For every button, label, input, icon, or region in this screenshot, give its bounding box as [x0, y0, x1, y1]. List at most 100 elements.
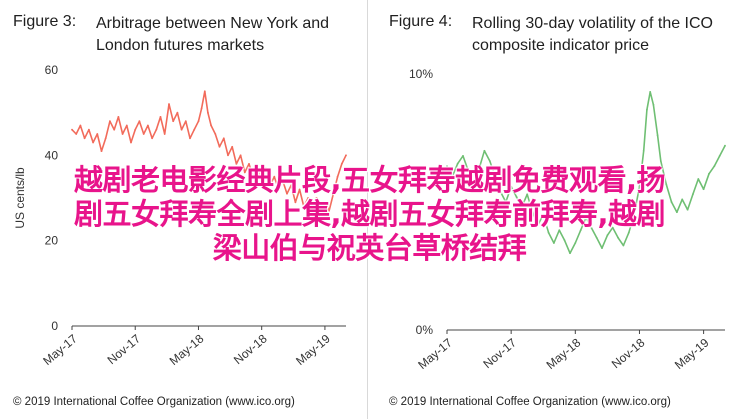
figure-4-x-tick-label: May-18 [544, 335, 584, 372]
figure-3-data-point [218, 145, 221, 148]
figure-3-data-point [184, 120, 187, 123]
figure-3-data-point [151, 137, 154, 140]
figure-3-data-point [332, 192, 335, 195]
figure-4-data-point [574, 242, 577, 244]
figure-3-data-point [260, 180, 263, 182]
figure-3-data-point [159, 116, 162, 118]
figure-3-data-point [207, 111, 209, 114]
figure-4-data-point [542, 213, 545, 216]
figure-3-data-point [227, 154, 229, 157]
figure-3-data-point [121, 133, 124, 135]
figure-3-data-point [222, 137, 225, 140]
figure-4-label: Figure 4: [389, 13, 453, 30]
figure-3-data-point [328, 209, 330, 212]
figure-3-title-line-2: London futures markets [96, 37, 265, 54]
figure-3-data-point [109, 120, 111, 123]
figure-3-data-point [117, 116, 120, 118]
figure-3-data-point [256, 167, 259, 170]
figure-4-series-line [446, 91, 726, 254]
figure-3-data-point [134, 128, 137, 131]
figure-4-data-point [478, 167, 480, 170]
figure-4-chart: 0% 10% May-17 Nov-17 May-18 Nov-18 May-19 [409, 67, 726, 372]
figure-3-data-point [88, 128, 90, 131]
figure-3-data-point [277, 188, 280, 191]
figure-3-data-point [248, 163, 250, 165]
figure-4-data-point [702, 188, 705, 191]
figure-3-data-point [130, 141, 132, 144]
figure-3-data-point [83, 137, 86, 140]
figure-4-data-point [606, 234, 609, 237]
figure-4-data-point [724, 144, 726, 147]
figure-3-data-point [100, 150, 103, 153]
figure-3-data-point [75, 133, 78, 135]
figure-3-x-tick-label: May-19 [293, 331, 333, 368]
figure-3-data-point [302, 205, 305, 208]
figure-3-data-point [315, 197, 318, 199]
figure-4-y-tick-label: 10% [409, 67, 433, 81]
figure-3-data-point [176, 111, 179, 114]
figure-3-data-point [193, 128, 196, 131]
figure-3-x-tick-label: Nov-17 [105, 331, 144, 367]
figure-3-copyright: © 2019 International Coffee Organization… [13, 396, 295, 408]
figure-3-data-point [200, 107, 203, 110]
figure-3-data-point [163, 133, 166, 135]
figure-3-data-point [319, 214, 322, 217]
figure-4-data-point [590, 226, 593, 229]
figure-3-data-point [243, 171, 246, 174]
figure-3-data-point [172, 120, 175, 123]
figure-3-y-tick-label: 20 [45, 234, 59, 248]
figure-3-title-line-1: Arbitrage between New York and [96, 15, 330, 32]
figure-3-data-point [79, 124, 82, 127]
figure-4-data-point [686, 208, 689, 211]
figure-4-data-point [446, 165, 448, 168]
figure-4-data-point [622, 244, 625, 247]
figure-4-data-point [499, 190, 502, 193]
figure-3-data-point [92, 141, 94, 144]
figure-4-copyright: © 2019 International Coffee Organization… [389, 396, 671, 408]
figure-3-data-point [71, 128, 73, 131]
figure-4-data-point [617, 236, 619, 239]
figure-4-data-point [531, 211, 534, 214]
figure-4-data-point [708, 172, 710, 175]
figure-4-data-point [558, 229, 561, 232]
figure-3-data-point [189, 137, 191, 140]
figure-4-data-point [579, 229, 582, 232]
figure-4-data-point [537, 224, 539, 226]
figure-3-data-point [290, 184, 293, 187]
figure-4-data-point [569, 252, 571, 255]
figure-3-data-point [125, 124, 128, 127]
figure-3-data-point [298, 188, 301, 191]
figure-3-x-tick-label: Nov-18 [231, 331, 270, 367]
figure-3-data-point [147, 124, 149, 127]
figure-3-data-point [336, 175, 339, 178]
figure-4-data-point [510, 185, 513, 188]
figure-3-chart: 0 20 40 60 US cents/lb May-17 Nov-17 May-18 Nov-… [13, 63, 347, 368]
figure-3-data-point [180, 128, 183, 131]
figure-3-data-point [231, 145, 234, 148]
figure-3-data-point [265, 167, 267, 170]
figure-4-data-point [595, 236, 598, 239]
figure-4-data-point [520, 206, 523, 209]
figure-3-data-point [340, 163, 343, 165]
figure-4-data-point [488, 160, 491, 162]
figure-3-data-point [281, 180, 284, 182]
figure-4-data-point [627, 231, 630, 234]
figure-3-y-tick-label: 40 [45, 148, 59, 162]
figure-4-data-point [451, 175, 454, 178]
figure-4-title: Rolling 30-day volatility of the ICO com… [472, 13, 713, 57]
figure-4-data-point [718, 155, 721, 157]
figure-4-data-point [646, 108, 648, 111]
figure-3-data-point [104, 137, 107, 140]
figure-4-data-point [649, 91, 652, 93]
figure-4-data-point [601, 247, 603, 250]
figure-4-data-point [462, 155, 464, 157]
figure-4-data-point [483, 149, 486, 152]
figure-4-data-point [585, 216, 587, 219]
figure-3-data-point [210, 124, 213, 127]
figure-3-x-tick-label: May-18 [167, 331, 207, 368]
figure-4-data-point [494, 175, 496, 178]
figure-4-data-point [713, 165, 716, 168]
figure-4-data-point [611, 226, 614, 229]
figure-3-x-tick-label: May-17 [40, 331, 80, 368]
figure-3-data-point [345, 154, 347, 157]
